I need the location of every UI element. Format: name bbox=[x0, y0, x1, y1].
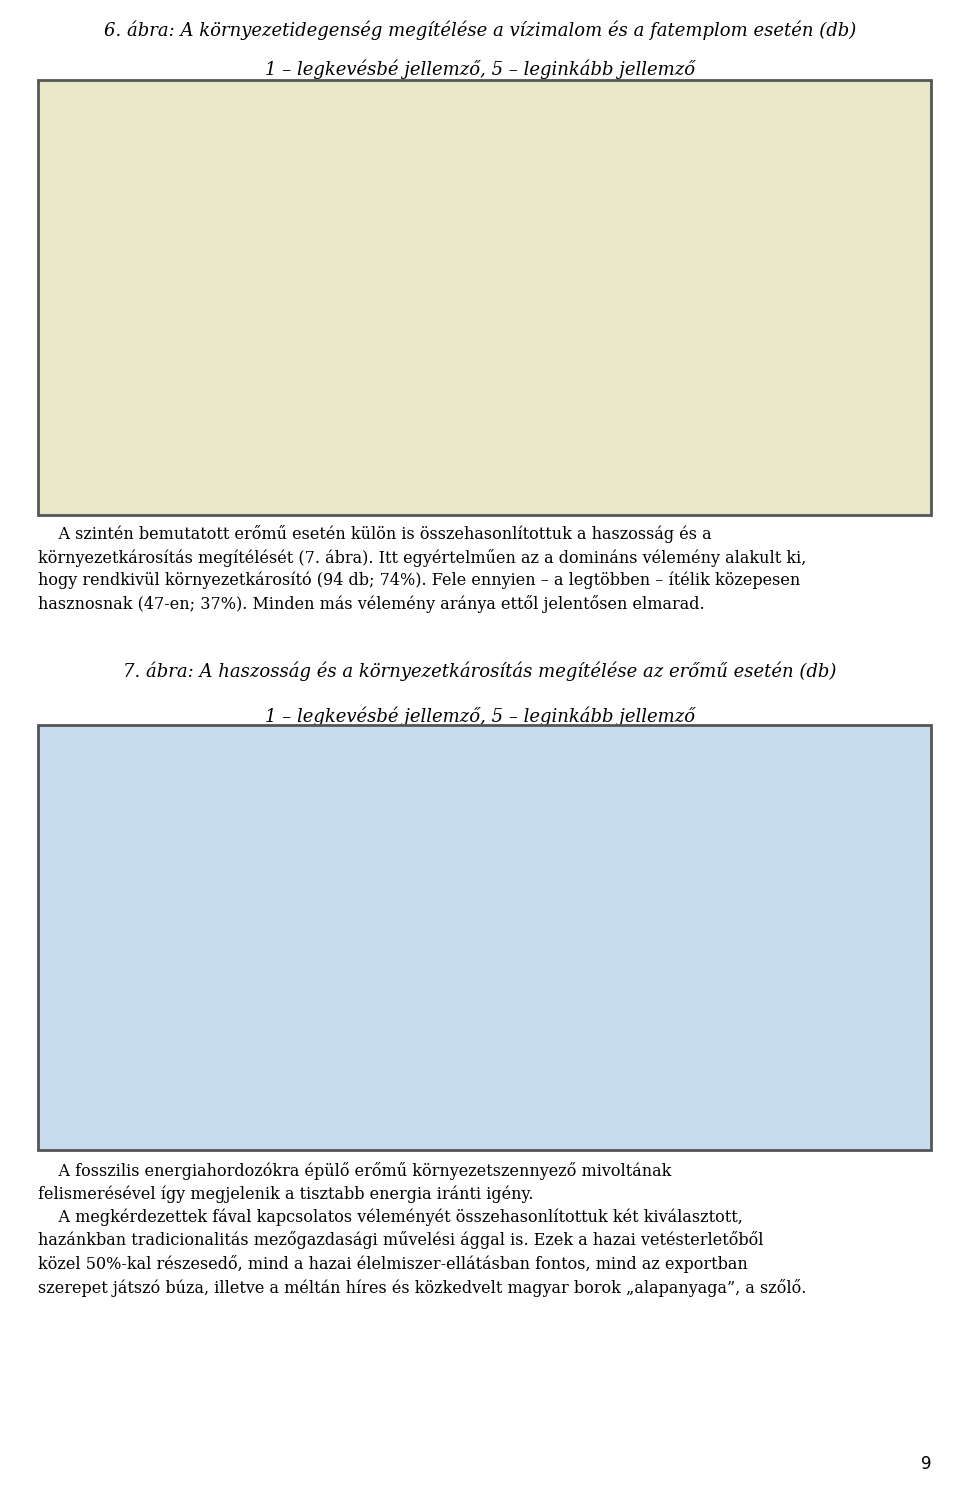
Polygon shape bbox=[807, 424, 818, 445]
Legend: Haszosság, Környezetkárosítás: Haszosság, Környezetkárosítás bbox=[321, 1103, 649, 1138]
Polygon shape bbox=[487, 938, 497, 1079]
Text: A szintén bemutatott erőmű esetén külön is összehasonlítottuk a haszosság és a
k: A szintén bemutatott erőmű esetén külön … bbox=[38, 525, 806, 613]
Text: 1 – legkevésbé jellemző, 5 – leginkább jellemző: 1 – legkevésbé jellemző, 5 – leginkább j… bbox=[265, 58, 695, 78]
Polygon shape bbox=[557, 345, 568, 445]
Polygon shape bbox=[557, 1046, 568, 1079]
Text: 6. ábra: A környezetidegenség megítélése a vízimalom és a fatemplom esetén (db): 6. ábra: A környezetidegenség megítélése… bbox=[104, 19, 856, 39]
Bar bbox=[351, 1067, 396, 1079]
Polygon shape bbox=[396, 1067, 408, 1079]
Polygon shape bbox=[396, 394, 408, 445]
Bar bbox=[512, 345, 557, 445]
Bar bbox=[762, 426, 807, 445]
Bar bbox=[281, 340, 326, 445]
Polygon shape bbox=[877, 169, 889, 445]
Polygon shape bbox=[807, 1046, 818, 1079]
Polygon shape bbox=[236, 355, 248, 445]
Bar bbox=[191, 1061, 236, 1079]
Bar bbox=[442, 400, 487, 445]
Polygon shape bbox=[326, 340, 337, 445]
Bar bbox=[121, 150, 166, 445]
Polygon shape bbox=[717, 325, 729, 445]
Text: 7. ábra: A haszosság és a környezetkárosítás megítélése az erőmű esetén (db): 7. ábra: A haszosság és a környezetkáros… bbox=[123, 661, 837, 681]
Polygon shape bbox=[236, 1061, 248, 1079]
Text: A fosszilis energiahordozókra épülő erőmű környezetszennyező mivoltának
felismer: A fosszilis energiahordozókra épülő erőm… bbox=[38, 1162, 806, 1297]
Polygon shape bbox=[717, 1031, 729, 1079]
Polygon shape bbox=[326, 1010, 337, 1079]
Bar bbox=[121, 1019, 166, 1079]
Bar bbox=[99, 1079, 911, 1085]
Bar bbox=[99, 445, 911, 456]
Polygon shape bbox=[647, 394, 658, 445]
Polygon shape bbox=[166, 1019, 177, 1079]
Polygon shape bbox=[166, 150, 177, 445]
Polygon shape bbox=[877, 797, 889, 1079]
Bar bbox=[762, 1046, 807, 1079]
Legend: Vizimalom, Fatemplom: Vizimalom, Fatemplom bbox=[351, 468, 618, 502]
Bar bbox=[672, 325, 717, 445]
Bar bbox=[191, 355, 236, 445]
Bar bbox=[832, 797, 877, 1079]
Bar bbox=[351, 396, 396, 445]
Bar bbox=[512, 1046, 557, 1079]
Bar bbox=[672, 1031, 717, 1079]
Bar bbox=[832, 169, 877, 445]
Bar bbox=[442, 938, 487, 1079]
Text: 1 – legkevésbé jellemző, 5 – leginkább jellemző: 1 – legkevésbé jellemző, 5 – leginkább j… bbox=[265, 706, 695, 726]
Bar bbox=[602, 396, 647, 445]
Polygon shape bbox=[487, 400, 497, 445]
Bar bbox=[281, 1010, 326, 1079]
Polygon shape bbox=[647, 1022, 658, 1079]
Bar bbox=[602, 1022, 647, 1079]
Text: 9: 9 bbox=[921, 1456, 931, 1474]
